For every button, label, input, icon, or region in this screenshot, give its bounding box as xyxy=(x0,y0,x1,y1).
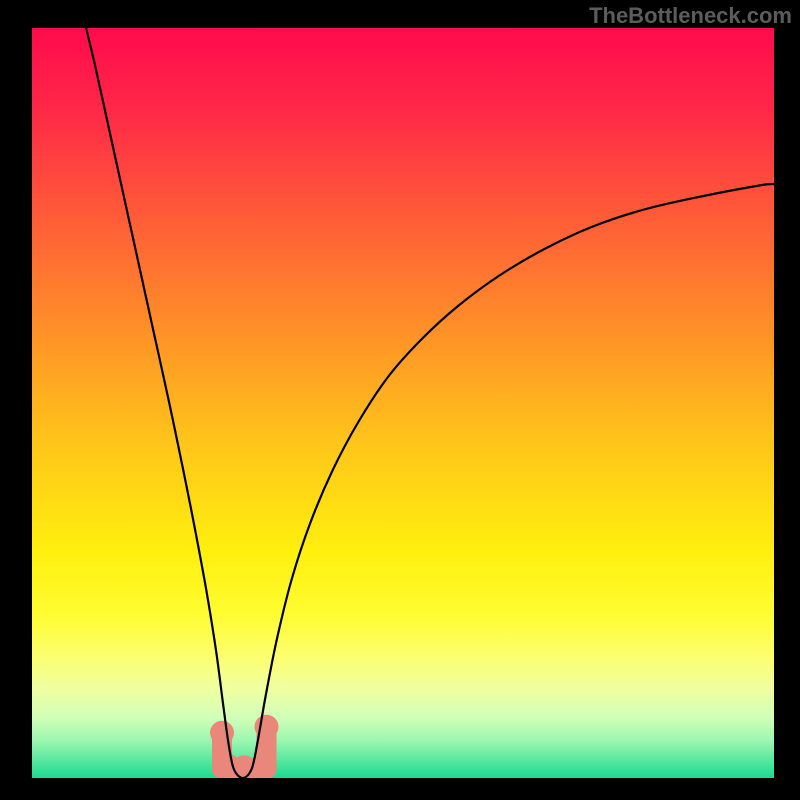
chart-svg xyxy=(32,28,774,778)
canvas-root: TheBottleneck.com xyxy=(0,0,800,800)
watermark-text: TheBottleneck.com xyxy=(589,3,792,29)
salmon-cap-0 xyxy=(210,721,234,745)
plot-area xyxy=(32,28,774,778)
v-curve xyxy=(82,28,774,778)
salmon-blob-group xyxy=(210,715,279,778)
